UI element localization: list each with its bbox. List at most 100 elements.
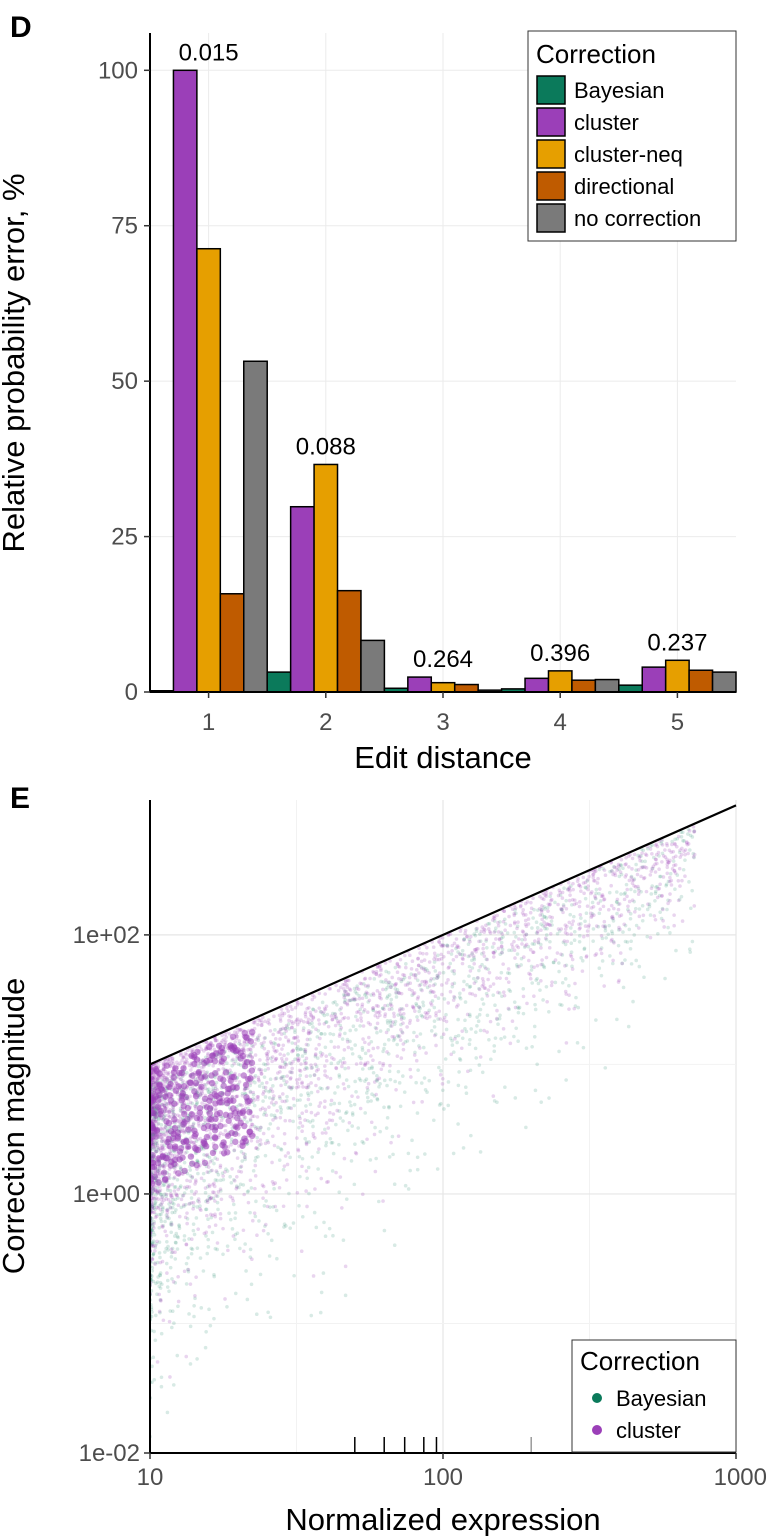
scatter-point-bayesian [323, 1045, 328, 1050]
scatter-point-cluster [377, 991, 382, 995]
scatter-point-bayesian [271, 1096, 276, 1101]
scatter-point-cluster [208, 1116, 215, 1123]
scatter-point-cluster [365, 1010, 370, 1014]
scatter-point-bayesian [398, 1104, 403, 1109]
scatter-point-cluster [266, 1140, 271, 1145]
scatter-point-bayesian [174, 1241, 178, 1245]
scatter-point-bayesian [637, 907, 642, 911]
scatter-point-bayesian [432, 1118, 436, 1123]
scatter-point-bayesian [251, 1092, 256, 1097]
scatter-point-bayesian [429, 1029, 434, 1033]
scatter-point-bayesian [182, 1160, 187, 1165]
scatter-point-bayesian [507, 988, 511, 992]
scatter-point-cluster [228, 1044, 235, 1051]
scatter-point-bayesian [174, 1208, 178, 1212]
scatter-point-bayesian [343, 989, 347, 993]
scatter-point-bayesian [163, 1125, 168, 1130]
scatter-point-cluster [290, 1025, 294, 1030]
scatter-point-bayesian [439, 1035, 444, 1040]
scatter-point-cluster [496, 930, 501, 934]
scatter-point-cluster [155, 1360, 160, 1364]
scatter-point-cluster [259, 1018, 263, 1022]
scatter-point-cluster [526, 922, 531, 926]
panel-d-x-tick-label: 1 [202, 709, 215, 736]
scatter-point-cluster [398, 1038, 403, 1042]
scatter-point-bayesian [164, 1213, 169, 1217]
scatter-point-cluster [274, 1100, 278, 1105]
scatter-point-bayesian [175, 1353, 180, 1358]
scatter-point-cluster [510, 942, 514, 947]
scatter-point-cluster [163, 1229, 167, 1234]
scatter-point-bayesian [268, 1089, 272, 1093]
scatter-point-cluster [617, 978, 621, 983]
scatter-point-cluster [151, 1186, 155, 1191]
scatter-point-cluster [180, 1138, 187, 1146]
scatter-point-cluster [678, 884, 682, 888]
scatter-point-bayesian [263, 1153, 268, 1158]
scatter-point-cluster [375, 1021, 380, 1026]
scatter-point-cluster [271, 1118, 275, 1122]
scatter-point-bayesian [218, 1189, 223, 1193]
bar-cluster-2 [289, 505, 315, 693]
scatter-point-bayesian [436, 996, 441, 1000]
scatter-point-cluster [162, 1115, 167, 1119]
scatter-point-bayesian [545, 905, 550, 910]
scatter-point-cluster [692, 852, 697, 857]
scatter-point-bayesian [202, 1152, 206, 1157]
scatter-point-bayesian [539, 942, 543, 947]
scatter-point-bayesian [505, 971, 510, 975]
scatter-point-cluster [157, 1107, 165, 1115]
scatter-point-bayesian [619, 892, 623, 896]
scatter-point-cluster [155, 1179, 162, 1186]
scatter-point-bayesian [153, 1245, 158, 1250]
scatter-point-bayesian [452, 995, 457, 1000]
scatter-point-cluster [599, 951, 604, 956]
scatter-point-bayesian [674, 948, 678, 953]
scatter-point-bayesian [287, 1106, 292, 1110]
scatter-point-cluster [290, 1007, 294, 1012]
scatter-point-cluster [150, 1065, 154, 1069]
scatter-point-cluster [381, 1199, 385, 1203]
scatter-point-bayesian [324, 1143, 328, 1148]
scatter-point-cluster [466, 1069, 470, 1074]
scatter-point-bayesian [183, 1202, 188, 1207]
scatter-point-cluster [165, 1135, 173, 1143]
scatter-point-bayesian [346, 1128, 350, 1133]
scatter-point-cluster [570, 967, 575, 971]
panel-e-x-ticks: 10 100 1000 [137, 1453, 767, 1491]
scatter-point-cluster [198, 1136, 203, 1141]
scatter-point-cluster [631, 878, 636, 882]
scatter-point-bayesian [298, 1073, 303, 1078]
scatter-point-bayesian [450, 984, 455, 989]
scatter-point-cluster [563, 927, 568, 931]
scatter-point-bayesian [541, 924, 545, 928]
scatter-point-cluster [335, 1019, 340, 1023]
scatter-point-cluster [320, 1052, 325, 1056]
scatter-point-bayesian [418, 982, 423, 987]
scatter-point-bayesian [470, 952, 474, 956]
scatter-point-cluster [566, 880, 571, 885]
scatter-point-bayesian [645, 934, 650, 939]
scatter-point-cluster [164, 1233, 169, 1238]
scatter-point-bayesian [190, 1124, 195, 1129]
scatter-point-cluster [266, 1049, 271, 1054]
scatter-point-bayesian [337, 1073, 342, 1077]
scatter-point-bayesian [485, 945, 489, 950]
scatter-point-cluster [668, 892, 672, 896]
scatter-point-cluster [223, 1040, 227, 1045]
scatter-point-bayesian [572, 938, 577, 943]
scatter-point-bayesian [594, 1018, 598, 1022]
scatter-point-bayesian [690, 939, 695, 944]
scatter-point-cluster [363, 976, 368, 981]
scatter-point-cluster [676, 879, 681, 883]
scatter-point-bayesian [432, 1025, 437, 1029]
scatter-point-bayesian [486, 967, 490, 972]
scatter-point-bayesian [456, 950, 460, 954]
scatter-point-cluster [310, 993, 315, 998]
scatter-point-bayesian [451, 1151, 456, 1156]
scatter-point-cluster [327, 1118, 332, 1122]
scatter-point-cluster [354, 1062, 359, 1066]
scatter-point-cluster [478, 964, 482, 969]
scatter-point-cluster [185, 1221, 189, 1226]
